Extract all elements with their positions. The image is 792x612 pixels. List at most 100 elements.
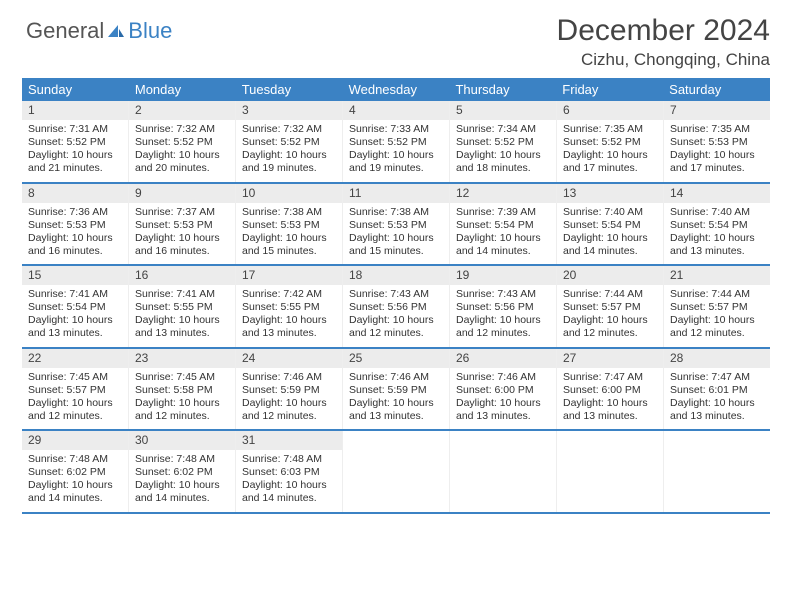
calendar-cell: 2Sunrise: 7:32 AMSunset: 5:52 PMDaylight… xyxy=(129,101,236,182)
sunrise-line: Sunrise: 7:38 AM xyxy=(242,206,336,219)
sunrise-line: Sunrise: 7:44 AM xyxy=(670,288,764,301)
day-number: 23 xyxy=(129,349,235,368)
sunset-line: Sunset: 5:52 PM xyxy=(456,136,550,149)
sunset-line: Sunset: 5:59 PM xyxy=(349,384,443,397)
day-header-monday: Monday xyxy=(129,78,236,101)
day-number: 28 xyxy=(664,349,770,368)
sunrise-line: Sunrise: 7:43 AM xyxy=(349,288,443,301)
cell-body xyxy=(664,450,770,510)
cell-body: Sunrise: 7:44 AMSunset: 5:57 PMDaylight:… xyxy=(557,285,663,347)
day-number: 10 xyxy=(236,184,342,203)
calendar-cell: 20Sunrise: 7:44 AMSunset: 5:57 PMDayligh… xyxy=(557,266,664,347)
day-number: 5 xyxy=(450,101,556,120)
sunset-line: Sunset: 5:55 PM xyxy=(135,301,229,314)
calendar-cell: 8Sunrise: 7:36 AMSunset: 5:53 PMDaylight… xyxy=(22,184,129,265)
cell-body: Sunrise: 7:40 AMSunset: 5:54 PMDaylight:… xyxy=(664,203,770,265)
day-number: 17 xyxy=(236,266,342,285)
day-number: 11 xyxy=(343,184,449,203)
daylight-line: Daylight: 10 hours and 13 minutes. xyxy=(456,397,550,423)
sunset-line: Sunset: 5:52 PM xyxy=(135,136,229,149)
cell-body: Sunrise: 7:35 AMSunset: 5:52 PMDaylight:… xyxy=(557,120,663,182)
calendar-cell: 17Sunrise: 7:42 AMSunset: 5:55 PMDayligh… xyxy=(236,266,343,347)
calendar-cell: 5Sunrise: 7:34 AMSunset: 5:52 PMDaylight… xyxy=(450,101,557,182)
sunrise-line: Sunrise: 7:43 AM xyxy=(456,288,550,301)
sunset-line: Sunset: 5:53 PM xyxy=(28,219,122,232)
day-number: 18 xyxy=(343,266,449,285)
cell-body: Sunrise: 7:35 AMSunset: 5:53 PMDaylight:… xyxy=(664,120,770,182)
calendar-cell: 12Sunrise: 7:39 AMSunset: 5:54 PMDayligh… xyxy=(450,184,557,265)
sunrise-line: Sunrise: 7:32 AM xyxy=(242,123,336,136)
sunset-line: Sunset: 5:52 PM xyxy=(242,136,336,149)
page-title: December 2024 xyxy=(557,14,770,48)
daylight-line: Daylight: 10 hours and 14 minutes. xyxy=(135,479,229,505)
daylight-line: Daylight: 10 hours and 19 minutes. xyxy=(349,149,443,175)
cell-body: Sunrise: 7:46 AMSunset: 5:59 PMDaylight:… xyxy=(343,368,449,430)
day-number: 3 xyxy=(236,101,342,120)
sunset-line: Sunset: 5:52 PM xyxy=(563,136,657,149)
calendar-cell: 19Sunrise: 7:43 AMSunset: 5:56 PMDayligh… xyxy=(450,266,557,347)
cell-body: Sunrise: 7:41 AMSunset: 5:54 PMDaylight:… xyxy=(22,285,128,347)
calendar-cell: 23Sunrise: 7:45 AMSunset: 5:58 PMDayligh… xyxy=(129,349,236,430)
sunset-line: Sunset: 5:54 PM xyxy=(28,301,122,314)
daylight-line: Daylight: 10 hours and 12 minutes. xyxy=(349,314,443,340)
calendar-cell: 31Sunrise: 7:48 AMSunset: 6:03 PMDayligh… xyxy=(236,431,343,512)
sunset-line: Sunset: 5:57 PM xyxy=(28,384,122,397)
sunset-line: Sunset: 5:59 PM xyxy=(242,384,336,397)
sunset-line: Sunset: 6:02 PM xyxy=(135,466,229,479)
sunset-line: Sunset: 6:01 PM xyxy=(670,384,764,397)
sunrise-line: Sunrise: 7:45 AM xyxy=(135,371,229,384)
day-header-wednesday: Wednesday xyxy=(343,78,450,101)
sunrise-line: Sunrise: 7:38 AM xyxy=(349,206,443,219)
day-number: 1 xyxy=(22,101,128,120)
cell-body: Sunrise: 7:48 AMSunset: 6:03 PMDaylight:… xyxy=(236,450,342,512)
cell-body: Sunrise: 7:43 AMSunset: 5:56 PMDaylight:… xyxy=(450,285,556,347)
calendar-cell: 21Sunrise: 7:44 AMSunset: 5:57 PMDayligh… xyxy=(664,266,770,347)
calendar-cell: 1Sunrise: 7:31 AMSunset: 5:52 PMDaylight… xyxy=(22,101,129,182)
daylight-line: Daylight: 10 hours and 18 minutes. xyxy=(456,149,550,175)
sunrise-line: Sunrise: 7:39 AM xyxy=(456,206,550,219)
cell-body: Sunrise: 7:44 AMSunset: 5:57 PMDaylight:… xyxy=(664,285,770,347)
cell-body: Sunrise: 7:38 AMSunset: 5:53 PMDaylight:… xyxy=(236,203,342,265)
sunrise-line: Sunrise: 7:46 AM xyxy=(349,371,443,384)
day-number: 6 xyxy=(557,101,663,120)
sunrise-line: Sunrise: 7:46 AM xyxy=(242,371,336,384)
daylight-line: Daylight: 10 hours and 16 minutes. xyxy=(135,232,229,258)
sunset-line: Sunset: 5:53 PM xyxy=(349,219,443,232)
logo-sail-icon xyxy=(106,23,126,39)
cell-body: Sunrise: 7:37 AMSunset: 5:53 PMDaylight:… xyxy=(129,203,235,265)
cell-body: Sunrise: 7:41 AMSunset: 5:55 PMDaylight:… xyxy=(129,285,235,347)
brand-logo: General Blue xyxy=(22,14,172,44)
calendar-cell: 27Sunrise: 7:47 AMSunset: 6:00 PMDayligh… xyxy=(557,349,664,430)
calendar-week: 22Sunrise: 7:45 AMSunset: 5:57 PMDayligh… xyxy=(22,349,770,432)
day-header-sunday: Sunday xyxy=(22,78,129,101)
calendar-grid: SundayMondayTuesdayWednesdayThursdayFrid… xyxy=(22,78,770,514)
daylight-line: Daylight: 10 hours and 12 minutes. xyxy=(456,314,550,340)
day-number: 7 xyxy=(664,101,770,120)
daylight-line: Daylight: 10 hours and 20 minutes. xyxy=(135,149,229,175)
sunrise-line: Sunrise: 7:47 AM xyxy=(670,371,764,384)
sunset-line: Sunset: 5:54 PM xyxy=(563,219,657,232)
daylight-line: Daylight: 10 hours and 13 minutes. xyxy=(670,232,764,258)
calendar-cell xyxy=(450,431,557,512)
sunrise-line: Sunrise: 7:33 AM xyxy=(349,123,443,136)
daylight-line: Daylight: 10 hours and 21 minutes. xyxy=(28,149,122,175)
sunrise-line: Sunrise: 7:32 AM xyxy=(135,123,229,136)
sunrise-line: Sunrise: 7:37 AM xyxy=(135,206,229,219)
calendar-cell: 10Sunrise: 7:38 AMSunset: 5:53 PMDayligh… xyxy=(236,184,343,265)
daylight-line: Daylight: 10 hours and 14 minutes. xyxy=(563,232,657,258)
sunset-line: Sunset: 6:00 PM xyxy=(563,384,657,397)
cell-body: Sunrise: 7:42 AMSunset: 5:55 PMDaylight:… xyxy=(236,285,342,347)
sunrise-line: Sunrise: 7:45 AM xyxy=(28,371,122,384)
cell-body: Sunrise: 7:48 AMSunset: 6:02 PMDaylight:… xyxy=(22,450,128,512)
logo-word-general: General xyxy=(26,18,104,44)
day-number: 31 xyxy=(236,431,342,450)
daylight-line: Daylight: 10 hours and 12 minutes. xyxy=(28,397,122,423)
daylight-line: Daylight: 10 hours and 13 minutes. xyxy=(135,314,229,340)
sunset-line: Sunset: 5:53 PM xyxy=(242,219,336,232)
sunrise-line: Sunrise: 7:41 AM xyxy=(135,288,229,301)
daylight-line: Daylight: 10 hours and 15 minutes. xyxy=(349,232,443,258)
sunset-line: Sunset: 5:52 PM xyxy=(349,136,443,149)
calendar-week: 29Sunrise: 7:48 AMSunset: 6:02 PMDayligh… xyxy=(22,431,770,514)
sunrise-line: Sunrise: 7:35 AM xyxy=(563,123,657,136)
daylight-line: Daylight: 10 hours and 14 minutes. xyxy=(242,479,336,505)
